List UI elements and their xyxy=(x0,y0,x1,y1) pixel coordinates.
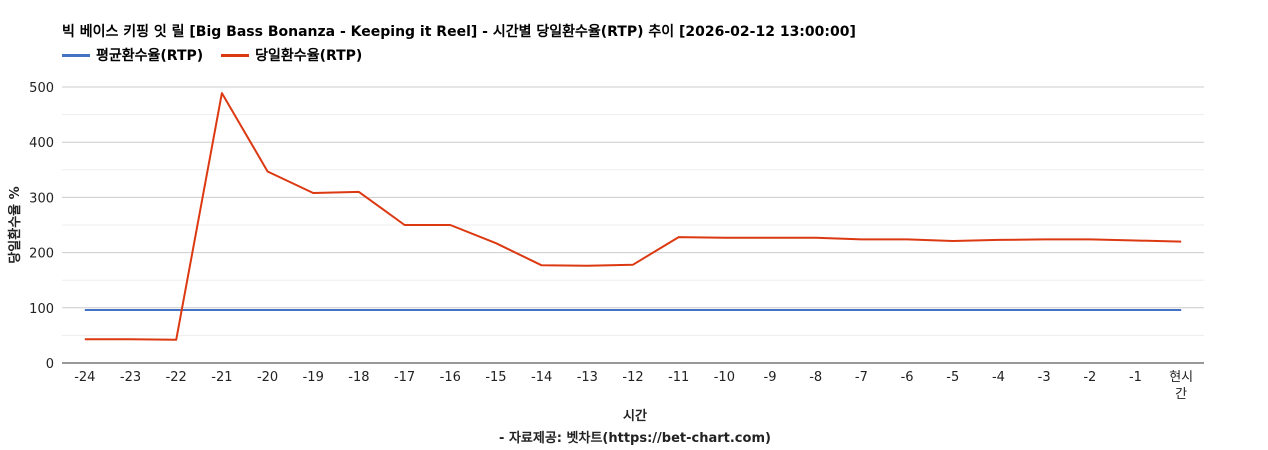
x-tick-labels: -24 -23 -22 -21 -20 -19 -18 -17 -16 -15 -14 -13 -12 -… xyxy=(74,370,1193,402)
x-tick-label: -1 xyxy=(1129,370,1142,385)
y-tick-label: 400 xyxy=(29,136,54,151)
grid-lines xyxy=(62,86,1204,336)
x-tick-label: -4 xyxy=(992,370,1005,385)
x-axis-label: 시간 xyxy=(623,408,647,424)
x-tick-label: -14 xyxy=(531,370,552,385)
y-tick-labels: 0 100 200 300 400 500 xyxy=(29,81,54,372)
x-tick-label: -22 xyxy=(166,370,187,385)
x-tick-label: -9 xyxy=(764,370,777,385)
y-tick-label: 500 xyxy=(29,81,54,96)
x-tick-label: -21 xyxy=(211,370,232,385)
legend-item-avg-rtp[interactable]: 평균환수율(RTP) xyxy=(62,45,203,65)
x-tick-label: -10 xyxy=(714,370,735,385)
x-tick-label: -8 xyxy=(809,370,822,385)
x-tick-label: -7 xyxy=(855,370,868,385)
legend-swatch-avg xyxy=(62,53,90,57)
y-tick-label: 300 xyxy=(29,191,54,206)
x-tick-label: -3 xyxy=(1038,370,1051,385)
x-tick-label: -15 xyxy=(485,370,506,385)
x-tick-label: -18 xyxy=(348,370,369,385)
x-tick-label: -20 xyxy=(257,370,278,385)
legend-swatch-daily xyxy=(221,53,250,57)
x-tick-label: 현시 간 xyxy=(1169,370,1193,402)
series-lines xyxy=(84,92,1182,341)
x-tick-label: -19 xyxy=(303,370,324,385)
legend-label-avg: 평균환수율(RTP) xyxy=(96,48,204,64)
y-tick-label: 200 xyxy=(29,247,54,262)
x-tick-label: -6 xyxy=(901,370,914,385)
x-tick-label: -12 xyxy=(622,370,643,385)
series-line-daily-rtp xyxy=(84,92,1182,341)
y-tick-label: 100 xyxy=(29,302,54,317)
x-tick-label: -11 xyxy=(668,370,689,385)
legend-label-daily: 당일환수율(RTP) xyxy=(255,48,363,64)
source-credit: - 자료제공: 벳차트(https://bet-chart.com) xyxy=(499,430,771,446)
x-tick-label: -17 xyxy=(394,370,415,385)
x-tick-label: -2 xyxy=(1083,370,1096,385)
x-tick-label: -24 xyxy=(74,370,95,385)
x-tick-label: -13 xyxy=(577,370,598,385)
x-tick-label: -16 xyxy=(440,370,461,385)
x-tick-label: -23 xyxy=(120,370,141,385)
x-tick-label: -5 xyxy=(946,370,959,385)
y-tick-label: 0 xyxy=(46,357,54,372)
legend: 평균환수율(RTP) 당일환수율(RTP) xyxy=(62,45,380,65)
chart-title: 빅 베이스 키핑 잇 릴 [Big Bass Bonanza - Keeping… xyxy=(62,24,856,40)
y-axis-label: 당일환수율 % xyxy=(7,186,23,263)
legend-item-daily-rtp[interactable]: 당일환수율(RTP) xyxy=(221,45,362,65)
